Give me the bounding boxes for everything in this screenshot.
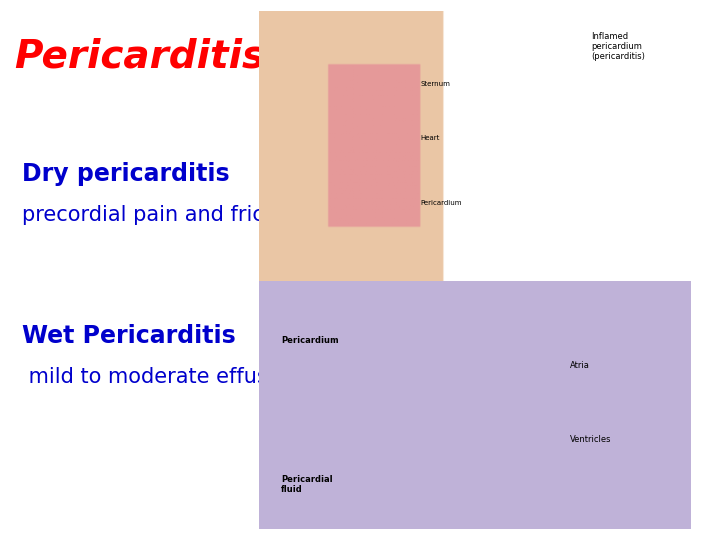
Text: Pericarditis: Pericarditis bbox=[14, 38, 266, 76]
Text: Wet Pericarditis: Wet Pericarditis bbox=[22, 324, 235, 348]
Text: Atria: Atria bbox=[570, 361, 590, 370]
Text: precordial pain and friction rub: precordial pain and friction rub bbox=[22, 205, 345, 225]
Text: mild to moderate effusion: mild to moderate effusion bbox=[22, 367, 299, 387]
Text: Pericardium: Pericardium bbox=[281, 336, 338, 345]
Text: Sternum: Sternum bbox=[420, 82, 450, 87]
Text: Pericardium: Pericardium bbox=[420, 200, 462, 206]
Text: Inflamed
pericardium
(pericarditis): Inflamed pericardium (pericarditis) bbox=[591, 32, 645, 62]
Text: Heart: Heart bbox=[420, 136, 440, 141]
Text: Ventricles: Ventricles bbox=[570, 435, 612, 444]
Text: Dry pericarditis: Dry pericarditis bbox=[22, 162, 229, 186]
Text: Pericardial
fluid: Pericardial fluid bbox=[281, 475, 333, 494]
